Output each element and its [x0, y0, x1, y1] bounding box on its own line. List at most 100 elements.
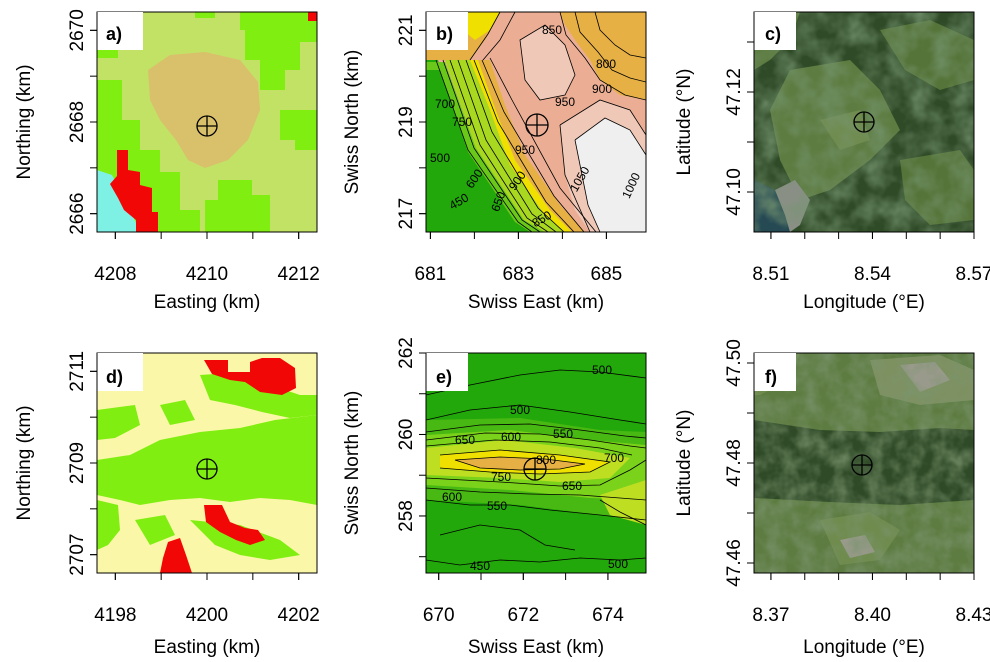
panel-f: f) 8.37 8.40 8.43 Longitude (°E) 47.4647.4…	[674, 339, 990, 658]
contour-label: 950	[555, 95, 575, 109]
y-axis-label-a: Northing (km)	[14, 64, 35, 179]
x-axis-label-a: Easting (km)	[154, 292, 261, 313]
x-tick-label: 8.40	[854, 605, 891, 626]
site-marker-d	[196, 458, 218, 480]
panel-label-box-c	[754, 12, 796, 50]
panel-label-d: d)	[106, 367, 123, 387]
contour-label: 600	[442, 490, 462, 504]
contour-label: 500	[510, 403, 530, 417]
y-axis-label-f: Latitude (°N)	[674, 410, 695, 517]
x-axis-label-c: Longitude (°E)	[803, 292, 925, 313]
y-axis-label-e: Swiss North (km)	[342, 391, 363, 536]
y-tick-label: 2711	[67, 351, 88, 392]
x-ticks-a: 4208 4210 4212	[94, 232, 320, 285]
contour-label: 650	[455, 433, 475, 447]
contour-label: 500	[430, 151, 450, 165]
x-tick-label: 8.51	[752, 264, 789, 285]
landcover-map-a	[97, 12, 317, 232]
y-tick-label: 2666	[67, 193, 88, 235]
x-axis-label-d: Easting (km)	[154, 637, 261, 658]
x-tick-label: 681	[415, 264, 447, 285]
panel-label-a: a)	[106, 24, 122, 44]
contour-label: 700	[435, 97, 455, 111]
contour-label: 900	[592, 82, 612, 96]
contour-label: 950	[515, 143, 535, 157]
panel-a: a) 4208 4210 4212 Easting (km) 2666 2668 267…	[14, 9, 320, 313]
panel-label-e: e)	[436, 367, 452, 387]
y-tick-label: 217	[396, 198, 417, 230]
y-axis-label-c: Latitude (°N)	[674, 69, 695, 176]
y-ticks-d: 2707 2709 2711	[67, 351, 97, 576]
contour-label: 650	[562, 479, 582, 493]
x-ticks-c: 8.51 8.54 8.57	[752, 232, 990, 285]
site-marker-b	[525, 113, 549, 137]
contour-labels-e: 500 500 650 600 550 700 750 800 650 600 …	[442, 363, 628, 573]
x-tick-label: 8.57	[956, 264, 990, 285]
site-marker-e	[523, 457, 547, 481]
panel-label-box-b	[426, 12, 468, 50]
satellite-image-c	[754, 12, 974, 232]
y-tick-label: 260	[396, 419, 417, 451]
y-tick-label: 2709	[67, 442, 88, 484]
site-marker-a	[196, 115, 218, 137]
contour-label: 750	[452, 115, 472, 129]
y-tick-label: 219	[396, 106, 417, 138]
contour-label: 600	[501, 430, 521, 444]
contour-label: 550	[487, 499, 507, 513]
y-tick-label: 47.10	[724, 168, 745, 216]
y-axis-label-d: Northing (km)	[14, 405, 35, 520]
x-tick-label: 685	[591, 264, 623, 285]
panel-label-c: c)	[765, 24, 781, 44]
y-tick-label: 2670	[67, 9, 88, 51]
x-tick-label: 4202	[278, 605, 320, 626]
x-tick-label: 683	[503, 264, 535, 285]
contour-label: 450	[470, 559, 490, 573]
y-ticks-b: 217 219 221	[396, 14, 426, 230]
y-tick-label: 221	[396, 14, 417, 46]
panel-label-box-e	[426, 353, 468, 391]
x-tick-label: 4212	[278, 264, 320, 285]
panel-c: c) 8.51 8.54 8.57 Longitude (°E) 47.1047.1…	[674, 11, 990, 313]
contour-label: 500	[608, 557, 628, 571]
panel-label-f: f)	[765, 367, 777, 387]
x-tick-label: 4198	[94, 605, 136, 626]
panel-label-box-f	[754, 353, 796, 391]
y-tick-label: 47.12	[724, 68, 745, 116]
panel-e: 500 500 650 600 550 700 750 800 650 600 …	[342, 337, 647, 658]
x-axis-label-e: Swiss East (km)	[468, 637, 604, 658]
site-marker-c	[853, 111, 875, 133]
site-marker-f	[851, 454, 873, 476]
landcover-map-d	[97, 353, 317, 573]
x-tick-label: 4210	[186, 264, 228, 285]
panel-label-box-d	[97, 353, 143, 391]
panel-d: d) 4198 4200 4202 Easting (km) 2707 2709 271…	[14, 351, 320, 658]
contour-label: 650	[488, 189, 508, 213]
x-axis-label-b: Swiss East (km)	[468, 292, 604, 313]
panel-label-b: b)	[436, 24, 453, 44]
y-ticks-a: 2666 2668 2670	[67, 9, 97, 235]
y-ticks-c: 47.10 47.12	[724, 41, 754, 216]
y-tick-label: 258	[396, 500, 417, 532]
y-axis-label-b: Swiss North (km)	[342, 50, 363, 195]
y-tick-label: 47.48	[724, 439, 745, 487]
x-ticks-e: 670 672 674	[423, 573, 624, 626]
x-tick-label: 4200	[186, 605, 228, 626]
contour-label: 800	[596, 57, 616, 71]
topography-map-e: 500 500 650 600 550 700 750 800 650 600 …	[426, 353, 646, 573]
x-ticks-f: 8.37 8.40 8.43	[752, 573, 990, 626]
contour-label: 550	[553, 427, 573, 441]
x-tick-label: 670	[423, 605, 455, 626]
y-tick-label: 47.50	[724, 339, 745, 387]
contour-lines-b	[435, 12, 646, 232]
contour-label: 700	[604, 451, 624, 465]
y-tick-label: 47.46	[724, 539, 745, 587]
y-ticks-f: 47.46 47.48 47.50	[724, 339, 754, 587]
x-axis-label-f: Longitude (°E)	[803, 637, 925, 658]
x-tick-label: 672	[507, 605, 539, 626]
x-tick-label: 674	[592, 605, 624, 626]
contour-label: 500	[592, 363, 612, 377]
x-tick-label: 4208	[94, 264, 136, 285]
y-ticks-e: 258 260 262	[396, 337, 426, 558]
contour-label: 750	[491, 470, 511, 484]
